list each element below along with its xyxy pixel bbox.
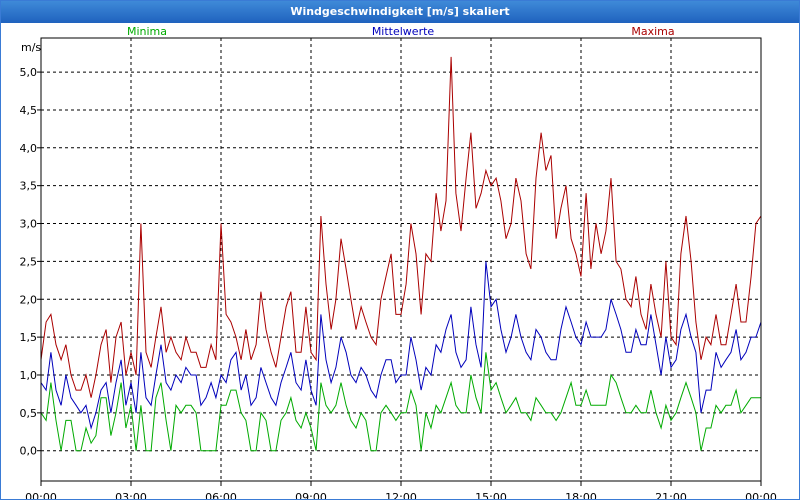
series-line-maxima: [40, 56, 762, 398]
x-tick-time-label: 03:00: [115, 491, 147, 499]
x-tick-time-label: 15:00: [475, 491, 507, 499]
window-title: Windgeschwindigkeit [m/s] skaliert: [1, 1, 799, 23]
x-tick-time-label: 00:00: [25, 491, 57, 499]
y-tick-label: 2,0: [20, 293, 38, 306]
x-tick-time-label: 12:00: [385, 491, 417, 499]
y-axis-unit-label: m/s: [21, 41, 41, 54]
y-tick-label: 5,0: [20, 66, 38, 79]
y-tick-label: 4,5: [20, 104, 38, 117]
x-tick-time-label: 06:00: [205, 491, 237, 499]
y-tick-label: 3,0: [20, 218, 38, 231]
y-tick-label: 4,0: [20, 142, 38, 155]
y-tick-label: 2,5: [20, 255, 38, 268]
x-tick-time-label: 00:00: [745, 491, 777, 499]
legend-item-minima: Minima: [127, 25, 167, 38]
x-tick-time-label: 09:00: [295, 491, 327, 499]
x-tick-time-label: 21:00: [655, 491, 687, 499]
x-axis: 00:0014.05.1703:0014.05.1706:0014.05.170…: [25, 481, 777, 499]
legend-item-maxima: Maxima: [631, 25, 674, 38]
y-tick-label: 1,0: [20, 369, 38, 382]
y-tick-label: 1,5: [20, 331, 38, 344]
y-tick-label: 0,0: [20, 445, 38, 458]
y-tick-label: 0,5: [20, 407, 38, 420]
series-line-minima: [40, 352, 761, 452]
x-tick-time-label: 18:00: [565, 491, 597, 499]
grid: [41, 38, 761, 481]
series-lines: [40, 56, 762, 452]
series-line-mittelwerte: [40, 261, 762, 430]
legend: Minima Mittelwerte Maxima: [127, 25, 675, 38]
y-tick-label: 3,5: [20, 180, 38, 193]
legend-item-mittelwerte: Mittelwerte: [372, 25, 435, 38]
y-axis: 0,0 0,5 1,0 1,5 2,0 2,5 3,0 3,5 4,0 4,5 5,0: [20, 66, 41, 458]
wind-speed-chart: m/s Minima Mittelwerte Maxima 0,0 0,5 1,0 1,5…: [20, 25, 777, 499]
